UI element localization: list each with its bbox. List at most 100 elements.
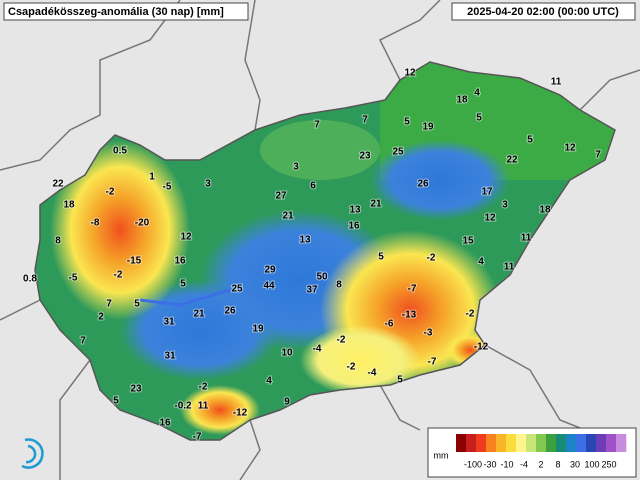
station-value: 3 (205, 179, 211, 190)
legend-tick-label: 250 (601, 459, 616, 469)
station-value: -15 (127, 256, 142, 267)
legend-swatch (476, 434, 487, 452)
station-value: 19 (422, 122, 434, 133)
legend-swatch (616, 434, 627, 452)
legend-tick-label: 30 (570, 459, 580, 469)
station-value: 23 (130, 384, 142, 395)
station-value: 23 (359, 151, 371, 162)
station-value: 19 (252, 324, 264, 335)
station-value: -2 (337, 335, 346, 346)
station-value: 26 (224, 306, 236, 317)
station-value: 11 (551, 77, 562, 88)
legend-tick-label: 2 (538, 459, 543, 469)
station-value: 22 (52, 179, 64, 190)
station-value: -4 (313, 344, 322, 355)
legend: -100 -30 -10 -4 2 8 30 100 250 (456, 434, 627, 469)
station-value: -12 (474, 342, 489, 353)
legend-swatch (546, 434, 557, 452)
station-value: -2 (427, 253, 436, 264)
station-value: 11 (504, 262, 515, 273)
legend-swatch (566, 434, 577, 452)
legend-swatch (506, 434, 517, 452)
legend-tick-label: 8 (555, 459, 560, 469)
station-value: -5 (163, 182, 172, 193)
station-value: 10 (281, 348, 293, 359)
station-value: 26 (417, 179, 429, 190)
station-value: 18 (63, 200, 75, 211)
timestamp-box (451, 2, 636, 21)
legend-swatch (536, 434, 547, 452)
station-value: 16 (174, 256, 186, 267)
station-value: 12 (180, 232, 192, 243)
station-value: 16 (159, 418, 171, 429)
station-value: 4 (474, 88, 480, 99)
station-value: 21 (193, 309, 205, 320)
station-value: 7 (80, 336, 86, 347)
station-value: -7 (428, 357, 437, 368)
station-value: 1 (149, 172, 155, 183)
station-value: 5 (134, 299, 140, 310)
station-value: -0.2 (174, 401, 192, 412)
station-value: 4 (266, 376, 272, 387)
station-value: 13 (349, 205, 361, 216)
legend-unit: mm (434, 450, 449, 460)
station-value: -2 (466, 309, 475, 320)
station-value: 6 (310, 181, 316, 192)
logo (21, 438, 44, 469)
station-value: 3 (293, 162, 299, 173)
station-value: 31 (163, 317, 175, 328)
station-value: 12 (484, 213, 496, 224)
station-value: 0.8 (23, 274, 37, 285)
station-value: 18 (539, 205, 551, 216)
station-value: 7 (314, 120, 320, 131)
station-value: 18 (456, 95, 468, 106)
station-value: 7 (595, 150, 601, 161)
station-value: -2 (106, 187, 115, 198)
station-value: 16 (348, 221, 360, 232)
station-value: 5 (404, 117, 410, 128)
station-value: 25 (392, 147, 404, 158)
legend-tick-label: -4 (520, 459, 528, 469)
station-value: 31 (164, 351, 176, 362)
lake (139, 288, 231, 307)
station-value: 29 (264, 265, 276, 276)
station-value: 17 (481, 187, 493, 198)
station-value: 3 (502, 200, 508, 211)
station-value: 4 (478, 257, 484, 268)
station-value: -13 (402, 310, 417, 321)
station-value: 11 (521, 233, 532, 244)
station-value: -20 (135, 218, 150, 229)
station-value: 5 (397, 375, 403, 386)
legend-swatch (496, 434, 507, 452)
station-value: 5 (378, 252, 384, 263)
station-value: 9 (284, 397, 290, 408)
legend-swatch (586, 434, 597, 452)
station-value: 7 (362, 115, 368, 126)
station-value: 8 (55, 236, 61, 247)
station-value: -12 (233, 408, 248, 419)
station-value: 5 (527, 135, 533, 146)
legend-tick-label: -100 (464, 459, 482, 469)
station-value: -7 (408, 284, 417, 295)
legend-swatch (606, 434, 617, 452)
station-value: -2 (199, 382, 208, 393)
station-value: 5 (180, 279, 186, 290)
station-value: -8 (91, 218, 100, 229)
station-value: 27 (275, 191, 287, 202)
legend-swatch (456, 434, 467, 452)
legend-swatch (526, 434, 537, 452)
legend-swatch (486, 434, 497, 452)
station-value: 50 (316, 272, 328, 283)
station-value: 12 (564, 143, 576, 154)
legend-swatch (556, 434, 567, 452)
title-box (3, 2, 249, 21)
station-value: 12 (404, 68, 416, 79)
station-value: -4 (368, 368, 377, 379)
station-value: 22 (506, 155, 518, 166)
station-value: -7 (193, 432, 202, 443)
legend-tick-label: 100 (584, 459, 599, 469)
station-value: 5 (476, 113, 482, 124)
legend-tick-label: -10 (500, 459, 513, 469)
